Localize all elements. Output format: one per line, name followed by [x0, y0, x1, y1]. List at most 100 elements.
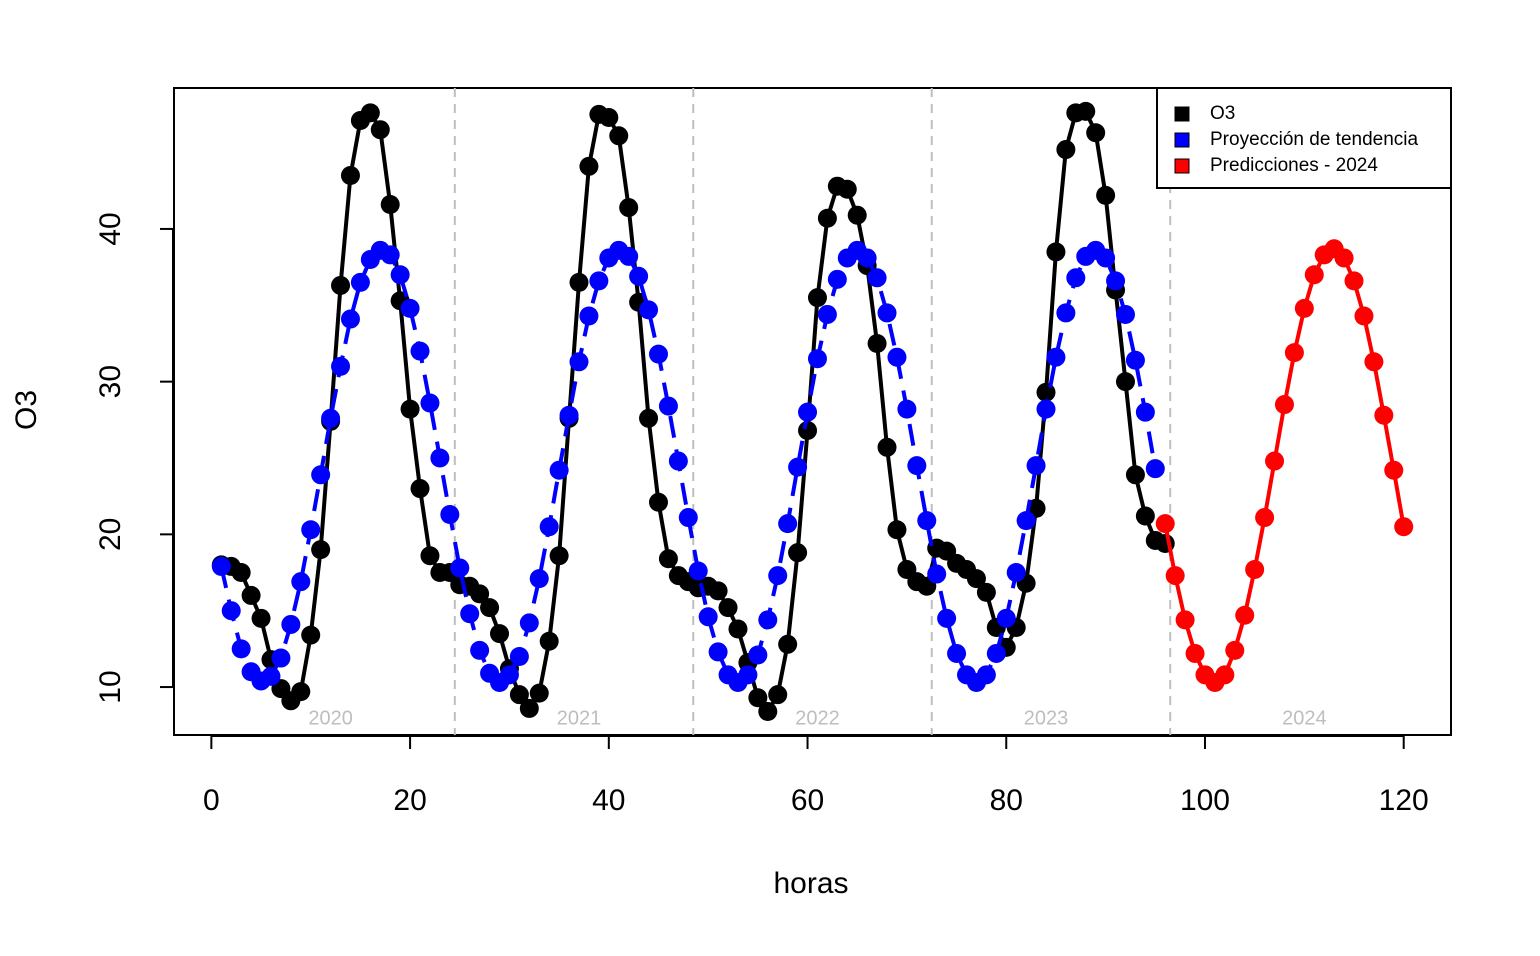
point — [470, 584, 490, 604]
point — [788, 543, 808, 563]
point — [241, 585, 261, 605]
period-label: 2024 — [1282, 707, 1327, 729]
point — [231, 563, 251, 583]
point — [1384, 460, 1404, 480]
point — [539, 631, 559, 651]
point — [887, 347, 907, 367]
point — [986, 643, 1006, 663]
point — [340, 165, 360, 185]
point — [817, 304, 837, 324]
point — [1106, 271, 1126, 291]
point — [1145, 459, 1165, 479]
point — [529, 683, 549, 703]
point — [996, 608, 1016, 628]
legend-box — [1156, 87, 1452, 189]
point — [619, 198, 639, 218]
point — [519, 613, 539, 633]
x-tick-label: 120 — [1379, 784, 1429, 817]
point — [340, 309, 360, 329]
point — [1135, 402, 1155, 422]
point — [1394, 517, 1414, 537]
point — [1294, 298, 1314, 318]
point — [798, 421, 818, 441]
point — [1036, 382, 1056, 402]
legend-swatch — [1174, 106, 1190, 122]
point — [1115, 304, 1135, 324]
point — [947, 643, 967, 663]
point — [1304, 265, 1324, 285]
point — [529, 569, 549, 589]
y-tick-label: 10 — [94, 670, 127, 703]
point — [1354, 306, 1374, 326]
point — [1175, 610, 1195, 630]
point — [837, 179, 857, 199]
point — [420, 546, 440, 566]
point — [360, 103, 380, 123]
point — [301, 625, 321, 645]
point — [1245, 559, 1265, 579]
point — [1125, 350, 1145, 370]
point — [976, 665, 996, 685]
point — [648, 344, 668, 364]
point — [410, 341, 430, 361]
point — [559, 405, 579, 425]
point — [490, 624, 510, 644]
y-axis-label: O3 — [10, 390, 43, 430]
point — [698, 607, 718, 627]
point — [440, 504, 460, 524]
x-tick-label: 100 — [1180, 784, 1230, 817]
point — [499, 665, 519, 685]
point — [350, 272, 370, 292]
point — [1125, 465, 1145, 485]
point — [380, 195, 400, 215]
point — [807, 288, 827, 308]
y-tick-label: 30 — [94, 365, 127, 398]
point — [579, 306, 599, 326]
x-axis-label: horas — [773, 867, 848, 900]
point — [1046, 242, 1066, 262]
legend-swatch — [1174, 158, 1190, 174]
point — [817, 208, 837, 228]
point — [937, 608, 957, 628]
point — [887, 520, 907, 540]
point — [420, 393, 440, 413]
point — [668, 451, 688, 471]
point — [1255, 508, 1275, 528]
point — [1364, 352, 1384, 372]
point — [579, 156, 599, 176]
point — [1135, 506, 1155, 526]
point — [400, 399, 420, 419]
point — [1225, 640, 1245, 660]
point — [281, 614, 301, 634]
point — [877, 437, 897, 457]
point — [460, 604, 480, 624]
point — [1334, 248, 1354, 268]
point — [549, 546, 569, 566]
point — [1374, 405, 1394, 425]
point — [927, 564, 947, 584]
point — [1046, 347, 1066, 367]
point — [1036, 399, 1056, 419]
period-label: 2022 — [795, 707, 840, 729]
point — [331, 356, 351, 376]
point — [311, 465, 331, 485]
point — [599, 107, 619, 127]
point — [450, 558, 470, 578]
point — [688, 561, 708, 581]
point — [1086, 123, 1106, 143]
point — [867, 268, 887, 288]
point — [648, 492, 668, 512]
point — [609, 126, 629, 146]
point — [1016, 511, 1036, 531]
point — [261, 666, 281, 686]
point — [976, 582, 996, 602]
point — [519, 698, 539, 718]
x-tick-label: 60 — [791, 784, 824, 817]
x-tick-label: 20 — [393, 784, 426, 817]
point — [619, 246, 639, 266]
point — [897, 399, 917, 419]
point — [658, 549, 678, 569]
x-tick-label: 80 — [990, 784, 1023, 817]
point — [907, 456, 927, 476]
